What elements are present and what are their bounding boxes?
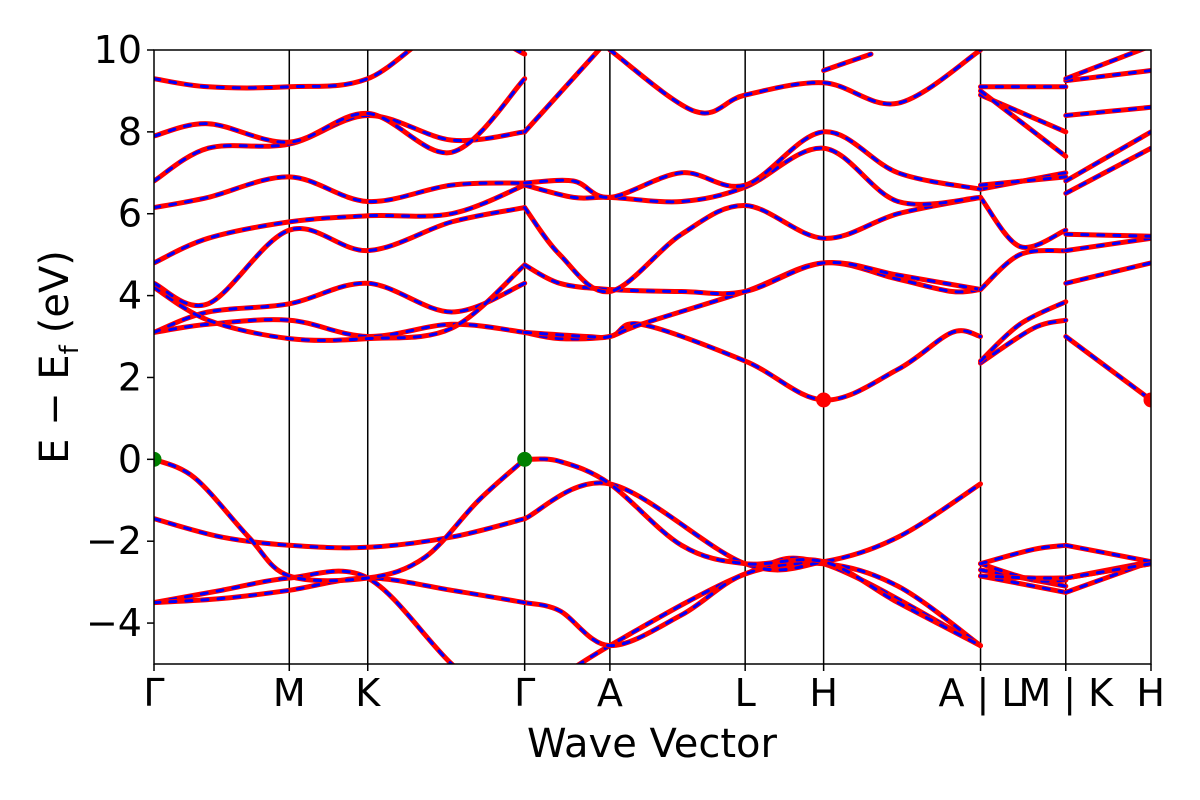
band-5-segment-2-overlay bbox=[979, 318, 1068, 365]
x-tick-label-4: A bbox=[597, 671, 623, 715]
x-tick-label-1: M bbox=[273, 671, 306, 715]
band-4-segment-0-overlay bbox=[154, 457, 527, 583]
band-12-segment-0-overlay bbox=[154, 77, 527, 155]
y-axis-label-unit: (eV) bbox=[32, 250, 78, 333]
band-10-segment-1 bbox=[522, 129, 983, 200]
band-9-segment-2-overlay bbox=[979, 171, 1068, 191]
x-axis-ticks: Γ M K Γ A L H A | LM | K H bbox=[143, 664, 1165, 716]
y-axis-ticks: −4 −2 0 2 4 6 8 10 bbox=[86, 28, 154, 645]
y-tick-label-7: 10 bbox=[94, 28, 142, 72]
band-9-segment-1-overlay bbox=[523, 146, 982, 206]
band-1-segment-2-overlay bbox=[979, 568, 1068, 588]
y-tick-label-1: −2 bbox=[86, 519, 142, 563]
band-11-segment-4-overlay bbox=[1064, 105, 1151, 117]
y-tick-label-3: 2 bbox=[118, 355, 142, 399]
band-8-segment-2-overlay bbox=[979, 195, 1068, 249]
y-axis-label-main: E − E bbox=[32, 354, 78, 464]
band-11-segment-2-overlay bbox=[608, 50, 982, 115]
band-4-segment-1-overlay bbox=[979, 574, 1068, 580]
band-10-segment-3-overlay bbox=[1064, 130, 1151, 183]
y-tick-label-4: 4 bbox=[118, 274, 142, 318]
x-tick-label-3: Γ bbox=[514, 671, 535, 715]
x-axis-label: Wave Vector bbox=[527, 721, 778, 767]
x-tick-label-7: A | L bbox=[938, 671, 1022, 716]
band-12-segment-1-overlay bbox=[822, 52, 873, 72]
y-tick-label-6: 8 bbox=[118, 110, 142, 154]
band-6-segment-2-overlay bbox=[979, 300, 1068, 363]
band-7-segment-1-overlay bbox=[523, 260, 982, 296]
x-tick-label-2: K bbox=[355, 671, 381, 715]
band-8-segment-3 bbox=[1063, 231, 1151, 239]
band-4-segment-2-overlay bbox=[1064, 562, 1151, 580]
y-axis-label: E − Ef (eV) bbox=[32, 250, 85, 464]
y-axis-label-subscript: f bbox=[55, 344, 85, 354]
band-6-segment-0-overlay bbox=[154, 281, 527, 334]
cbm-marker-3 bbox=[1143, 392, 1151, 408]
band-3-segment-3-overlay bbox=[1064, 543, 1151, 564]
band-10-segment-2-overlay bbox=[979, 175, 1068, 187]
band-7-segment-0-overlay bbox=[154, 263, 527, 342]
vbm-marker-0 bbox=[154, 451, 162, 467]
band-0-segment-0 bbox=[154, 701, 525, 782]
x-tick-label-0: Γ bbox=[143, 671, 164, 715]
band-11-segment-1-overlay bbox=[523, 50, 601, 134]
band-3-segment-2-overlay bbox=[979, 543, 1068, 566]
band-8-segment-0-overlay bbox=[154, 206, 527, 308]
band-8-segment-1-overlay bbox=[523, 195, 982, 294]
y-tick-label-0: −4 bbox=[86, 601, 142, 645]
band-13-segment-2-overlay bbox=[1064, 50, 1145, 81]
band-7-segment-3-overlay bbox=[1064, 236, 1151, 253]
band-4-segment-1 bbox=[978, 573, 1069, 581]
band-2-segment-1-overlay bbox=[523, 481, 982, 572]
band-10-segment-0-overlay bbox=[154, 175, 527, 210]
band-12-segment-2-overlay bbox=[979, 89, 1068, 158]
band-lines bbox=[154, 50, 1151, 782]
band-13-segment-0-overlay bbox=[154, 50, 527, 90]
band-3-segment-0-overlay bbox=[154, 517, 527, 550]
x-tick-label-8: M | K bbox=[1018, 671, 1114, 716]
band-1-segment-0-overlay bbox=[154, 569, 454, 664]
x-tick-label-5: L bbox=[735, 671, 756, 715]
vbm-marker-1 bbox=[517, 451, 533, 467]
band-0-segment-0-overlay bbox=[154, 701, 525, 782]
y-tick-label-2: 0 bbox=[118, 437, 142, 481]
y-tick-label-5: 6 bbox=[118, 192, 142, 236]
x-tick-label-6: H bbox=[809, 671, 838, 715]
band-1-segment-1-overlay bbox=[523, 561, 982, 648]
band-3-segment-1-overlay bbox=[523, 457, 982, 648]
band-9-segment-0-overlay bbox=[154, 183, 527, 265]
cbm-marker-2 bbox=[816, 392, 832, 408]
plot-frame bbox=[153, 49, 1152, 665]
band-8-segment-3-overlay bbox=[1064, 232, 1151, 238]
band-extrema-markers bbox=[154, 392, 1151, 467]
band-7-segment-2-overlay bbox=[979, 248, 1068, 291]
band-9-segment-3-overlay bbox=[1064, 146, 1151, 195]
x-tick-label-9: H bbox=[1136, 671, 1165, 715]
band-11-segment-0-overlay bbox=[154, 113, 527, 183]
band-12-segment-3-overlay bbox=[1064, 69, 1151, 83]
band-6-segment-3-overlay bbox=[1064, 261, 1151, 285]
